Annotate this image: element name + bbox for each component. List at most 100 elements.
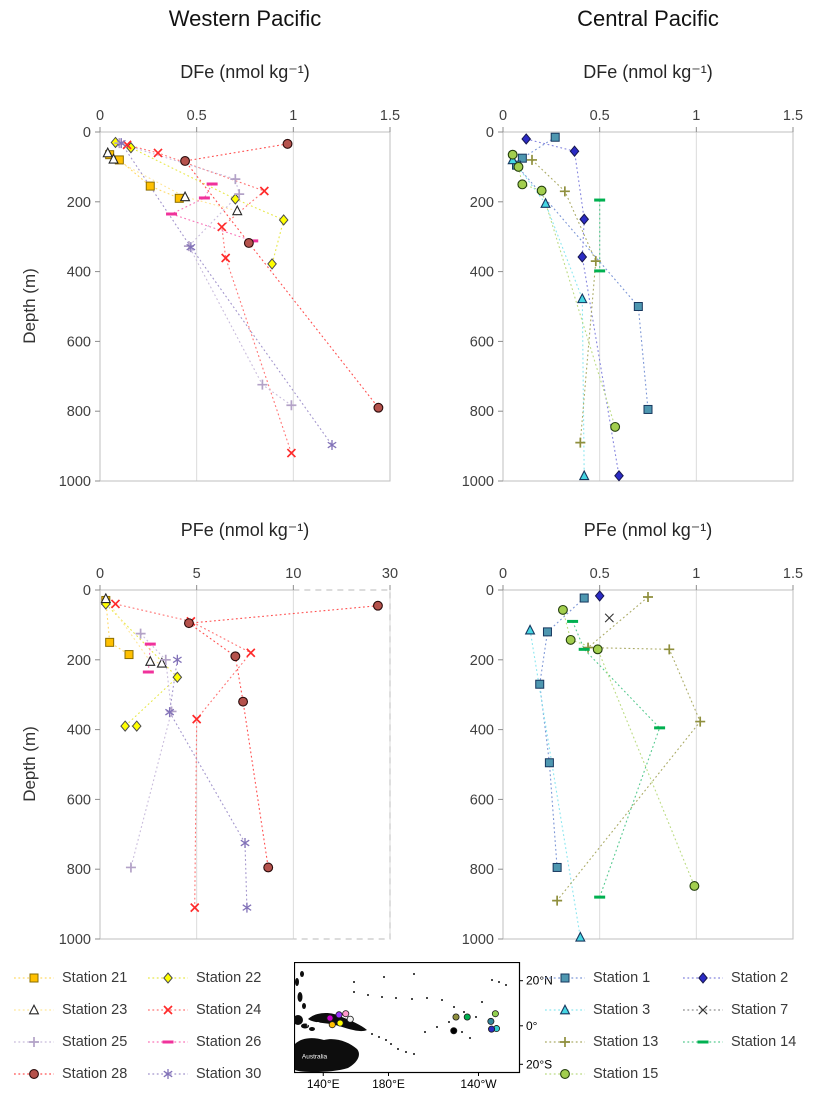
legend-item-st26: Station 26 bbox=[146, 1033, 280, 1051]
series-line-st1 bbox=[515, 136, 649, 410]
y-tick-label: 1000 bbox=[462, 932, 494, 948]
series-line-st23 bbox=[107, 152, 238, 212]
y-tick-label: 200 bbox=[67, 653, 91, 669]
y-tick-label: 400 bbox=[67, 265, 91, 281]
y-tick-label: 800 bbox=[67, 862, 91, 878]
y-tick-label: 400 bbox=[67, 723, 91, 739]
legend-square-icon bbox=[545, 973, 585, 983]
map-longitude-label: 140°W bbox=[460, 1077, 497, 1091]
legend-item-st14: Station 14 bbox=[681, 1033, 819, 1051]
legend-diamond-icon bbox=[148, 972, 188, 984]
legend-item-st7: Station 7 bbox=[681, 1001, 819, 1019]
chart-title-pfe-central: PFe (nmol kg⁻¹) bbox=[583, 520, 713, 540]
series-line-st28 bbox=[187, 605, 378, 868]
x-tick-label: 1.5 bbox=[783, 566, 803, 582]
series-line-st28 bbox=[184, 143, 379, 409]
chart-dfe-central: DFe (nmol kg⁻¹) 0 0.5 1 1.5 0 200 400 600 800 100… bbox=[423, 60, 823, 500]
gridlines bbox=[196, 132, 391, 481]
chart-pfe-central: PFe (nmol kg⁻¹) 0 0.5 1 1.5 0 200 400 600 800 100… bbox=[423, 518, 823, 958]
axes: 0 0.5 1 1.5 0 200 400 600 800 1000 bbox=[59, 108, 400, 490]
series-markers-st22 bbox=[110, 136, 289, 270]
x-tick-label: 0 bbox=[499, 108, 507, 124]
axis-break-border bbox=[293, 589, 391, 940]
legend-asterisk-icon bbox=[148, 1069, 188, 1079]
series-markers-st30 bbox=[165, 654, 252, 913]
chart-title-pfe-western: PFe (nmol kg⁻¹) bbox=[180, 520, 310, 540]
y-tick-label: 400 bbox=[470, 265, 494, 281]
chart-title-dfe-central: DFe (nmol kg⁻¹) bbox=[583, 62, 713, 82]
y-tick-label: 1000 bbox=[462, 474, 494, 490]
plot-border bbox=[99, 131, 391, 482]
series-line-st21 bbox=[105, 600, 130, 656]
map-annotation: PNG bbox=[306, 1021, 320, 1028]
legend-label: Station 28 bbox=[62, 1066, 128, 1082]
y-tick-label: 600 bbox=[67, 792, 91, 808]
legend-label: Station 22 bbox=[196, 970, 262, 986]
x-tick-label: 0 bbox=[96, 566, 104, 582]
legend-label: Station 13 bbox=[593, 1034, 659, 1050]
gridlines bbox=[196, 590, 391, 939]
series-markers-st1 bbox=[535, 593, 589, 872]
series-line-st24 bbox=[126, 144, 292, 454]
plot-dfe-western: 0 0.5 1 1.5 0 200 400 600 800 1000 bbox=[59, 108, 400, 490]
legend-item-st24: Station 24 bbox=[146, 1001, 280, 1019]
x-tick-label: 0.5 bbox=[187, 108, 207, 124]
map-longitude-label: 180°E bbox=[372, 1077, 405, 1091]
y-tick-label: 400 bbox=[470, 723, 494, 739]
legend-label: Station 2 bbox=[731, 970, 789, 986]
plot-pfe-central: 0 0.5 1 1.5 0 200 400 600 800 1000 bbox=[462, 566, 803, 948]
legend-plus-icon bbox=[14, 1037, 54, 1047]
series-line-st2 bbox=[526, 138, 620, 476]
series-markers-st1 bbox=[512, 132, 653, 414]
y-tick-label: 800 bbox=[67, 404, 91, 420]
series-line-st14 bbox=[572, 621, 661, 898]
series-markers-st22 bbox=[100, 598, 183, 732]
x-tick-label: 30 bbox=[382, 566, 398, 582]
series-markers-st24 bbox=[110, 599, 256, 913]
y-tick-label: 0 bbox=[486, 583, 494, 599]
axes: 0 5 10 30 0 200 400 600 800 1000 bbox=[59, 566, 398, 948]
legend-item-st25: Station 25 bbox=[12, 1033, 146, 1051]
legend-item-st23: Station 23 bbox=[12, 1001, 146, 1019]
legend-circle-icon bbox=[545, 1069, 585, 1079]
x-tick-label: 1 bbox=[692, 108, 700, 124]
x-tick-label: 1.5 bbox=[380, 108, 400, 124]
y-tick-label: 800 bbox=[470, 404, 494, 420]
series-markers-st25 bbox=[125, 628, 177, 873]
plot-border bbox=[502, 131, 794, 482]
legend-dash-icon bbox=[683, 1040, 723, 1044]
x-tick-label: 1 bbox=[289, 108, 297, 124]
y-tick-label: 0 bbox=[83, 125, 91, 141]
legend-label: Station 21 bbox=[62, 970, 128, 986]
legend-item-st3: Station 3 bbox=[543, 1001, 681, 1019]
series-markers-st23 bbox=[102, 146, 243, 216]
map-latitude-label: 20°N bbox=[526, 974, 553, 988]
legend-item-st1: Station 1 bbox=[543, 969, 681, 987]
series-markers-st24 bbox=[122, 140, 297, 458]
series-markers-st2 bbox=[594, 590, 605, 602]
y-tick-label: 0 bbox=[83, 583, 91, 599]
series-markers-st15 bbox=[557, 604, 700, 891]
chart-dfe-western: DFe (nmol kg⁻¹) Depth (m) 0 0.5 1 1.5 0 200 40… bbox=[20, 60, 420, 500]
series-markers-st13 bbox=[552, 591, 706, 906]
y-tick-label: 200 bbox=[470, 653, 494, 669]
legend-label: Station 26 bbox=[196, 1034, 262, 1050]
map-latitude-label: 0° bbox=[526, 1019, 538, 1033]
plot-border bbox=[502, 589, 794, 940]
column-header-central: Central Pacific bbox=[577, 6, 719, 31]
column-header-western: Western Pacific bbox=[168, 6, 322, 31]
series-markers-st14 bbox=[567, 619, 666, 899]
series-line-st30 bbox=[169, 659, 248, 908]
x-tick-label: 10 bbox=[285, 566, 301, 582]
legend-item-st2: Station 2 bbox=[681, 969, 819, 987]
series-line-st23 bbox=[105, 598, 162, 664]
x-tick-label: 0.5 bbox=[590, 566, 610, 582]
axes: 0 0.5 1 1.5 0 200 400 600 800 1000 bbox=[462, 108, 803, 490]
plot-pfe-western: 0 5 10 30 0 200 400 600 800 1000 bbox=[59, 566, 398, 948]
legend-triangle-icon bbox=[14, 1003, 54, 1015]
series-line-st30 bbox=[120, 142, 333, 446]
station-location-dots bbox=[326, 1010, 500, 1035]
plot-dfe-central: 0 0.5 1 1.5 0 200 400 600 800 1000 bbox=[462, 108, 803, 490]
legend-dash-icon bbox=[148, 1040, 188, 1044]
